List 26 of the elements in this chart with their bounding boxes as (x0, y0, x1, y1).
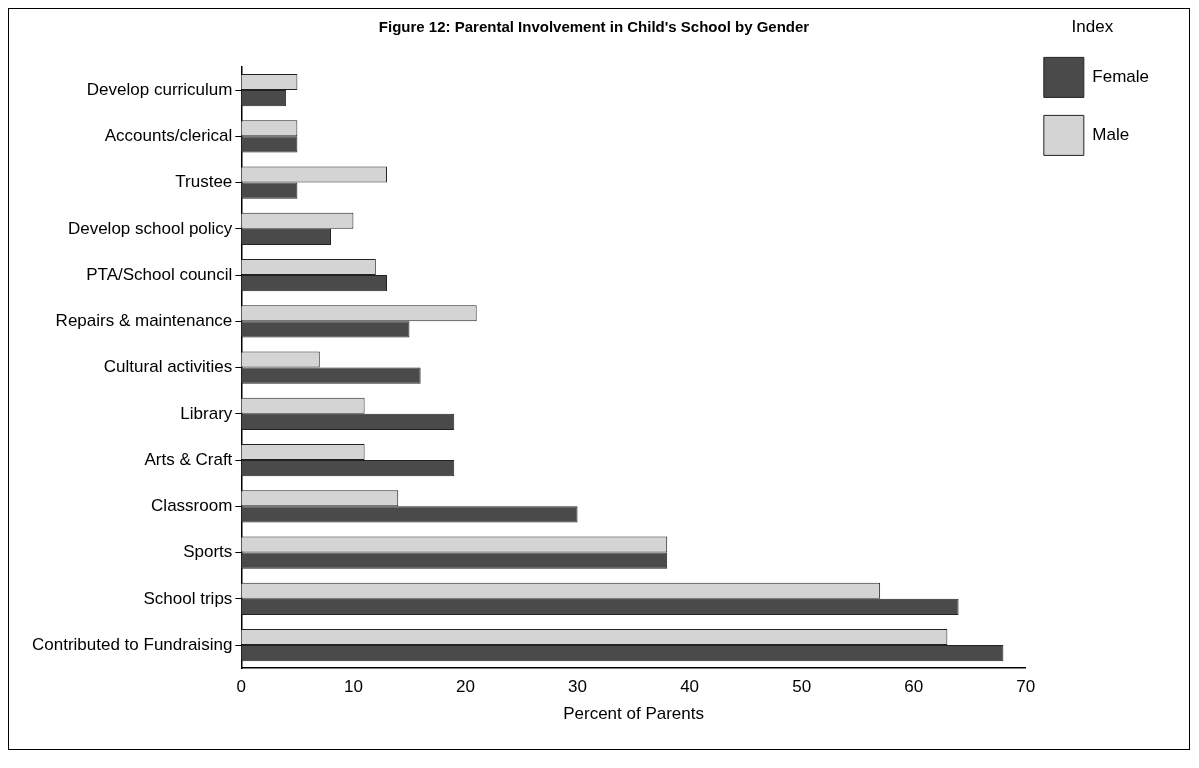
x-tick-label: 0 (236, 677, 247, 697)
x-tick-label: 20 (456, 677, 475, 697)
y-tick-label: Library (180, 403, 233, 423)
y-tick-label: Repairs & maintenance (55, 311, 233, 331)
y-tick-label: Contributed to Fundraising (32, 634, 233, 654)
y-tick-label: Classroom (151, 496, 233, 516)
y-tick-label: Accounts/clerical (104, 126, 233, 146)
x-tick-label: 70 (1016, 677, 1036, 697)
y-tick-label: Trustee (175, 172, 233, 192)
legend-label: Male (1092, 125, 1130, 145)
y-tick-label: Arts & Craft (144, 449, 233, 469)
y-tick-label: PTA/School council (86, 264, 233, 284)
y-tick-label: Develop school policy (67, 218, 233, 238)
x-tick-label: 60 (904, 677, 924, 697)
x-tick-label: 10 (343, 677, 363, 697)
y-tick-label: Cultural activities (103, 357, 233, 377)
chart-title: Figure 12: Parental Involvement in Child's School by Gender (378, 18, 810, 36)
x-axis-title: Percent of Parents (563, 704, 704, 724)
legend-title: Index (1071, 17, 1114, 37)
y-tick-label: Develop curriculum (86, 79, 233, 99)
y-tick-label: School trips (143, 588, 233, 608)
x-tick-label: 30 (568, 677, 587, 697)
x-tick-label: 50 (792, 677, 812, 697)
legend-label: Female (1092, 67, 1149, 87)
x-tick-label: 40 (680, 677, 700, 697)
y-tick-label: Sports (183, 542, 233, 562)
